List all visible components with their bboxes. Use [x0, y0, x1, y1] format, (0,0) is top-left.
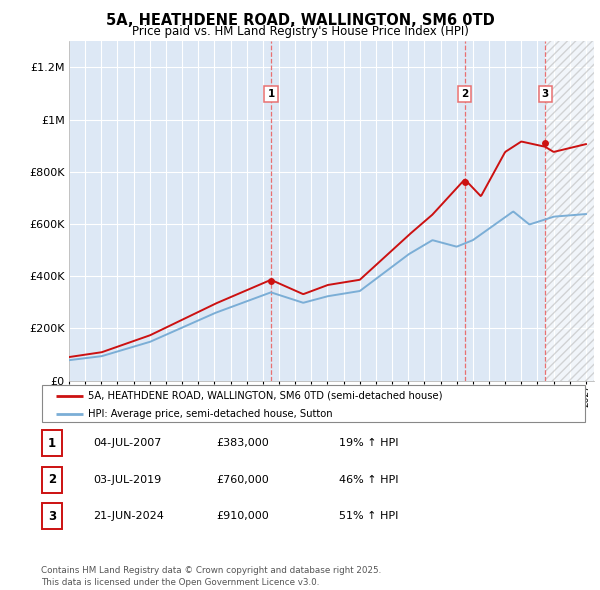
Text: 3: 3 — [48, 510, 56, 523]
Text: 2: 2 — [48, 473, 56, 486]
Text: £383,000: £383,000 — [216, 438, 269, 448]
Text: 21-JUN-2024: 21-JUN-2024 — [93, 512, 164, 521]
Text: 46% ↑ HPI: 46% ↑ HPI — [339, 475, 398, 484]
Text: 5A, HEATHDENE ROAD, WALLINGTON, SM6 0TD: 5A, HEATHDENE ROAD, WALLINGTON, SM6 0TD — [106, 13, 494, 28]
FancyBboxPatch shape — [42, 430, 62, 456]
Text: 1: 1 — [48, 437, 56, 450]
Text: 04-JUL-2007: 04-JUL-2007 — [93, 438, 161, 448]
FancyBboxPatch shape — [42, 503, 62, 529]
Text: Contains HM Land Registry data © Crown copyright and database right 2025.
This d: Contains HM Land Registry data © Crown c… — [41, 566, 381, 587]
Text: HPI: Average price, semi-detached house, Sutton: HPI: Average price, semi-detached house,… — [88, 409, 333, 419]
FancyBboxPatch shape — [42, 385, 585, 422]
Text: £910,000: £910,000 — [216, 512, 269, 521]
Text: £760,000: £760,000 — [216, 475, 269, 484]
Text: 19% ↑ HPI: 19% ↑ HPI — [339, 438, 398, 448]
Text: 3: 3 — [541, 89, 549, 99]
Text: Price paid vs. HM Land Registry's House Price Index (HPI): Price paid vs. HM Land Registry's House … — [131, 25, 469, 38]
Text: 03-JUL-2019: 03-JUL-2019 — [93, 475, 161, 484]
Text: 51% ↑ HPI: 51% ↑ HPI — [339, 512, 398, 521]
Text: 2: 2 — [461, 89, 469, 99]
FancyBboxPatch shape — [42, 467, 62, 493]
Text: 5A, HEATHDENE ROAD, WALLINGTON, SM6 0TD (semi-detached house): 5A, HEATHDENE ROAD, WALLINGTON, SM6 0TD … — [88, 391, 443, 401]
Text: 1: 1 — [268, 89, 275, 99]
